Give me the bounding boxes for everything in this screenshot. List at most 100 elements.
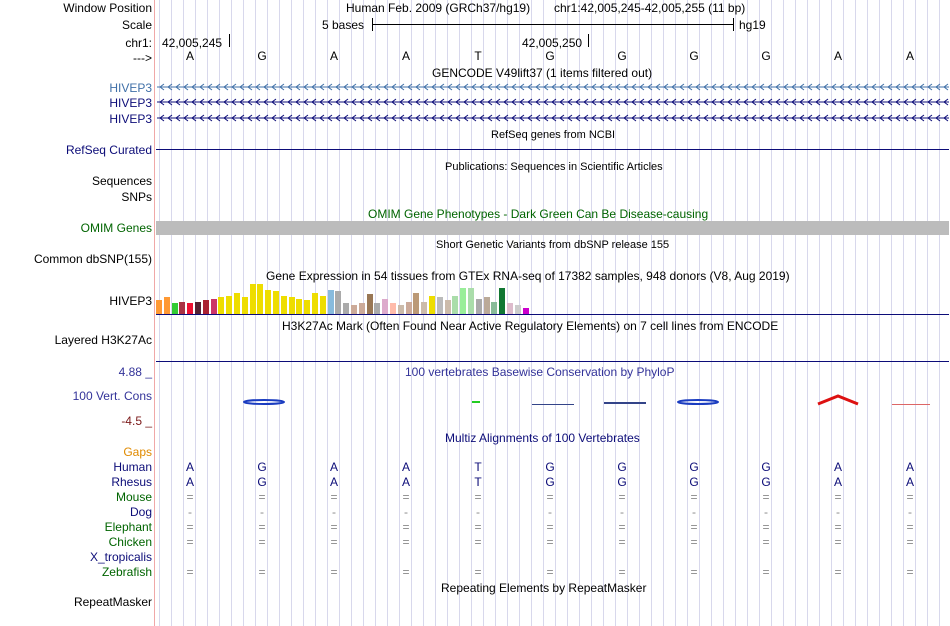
gtex-tissue-bar[interactable] — [366, 294, 373, 314]
phylop-graph[interactable] — [0, 392, 950, 410]
gtex-tissue-bar[interactable] — [163, 297, 170, 314]
gtex-tissue-bar[interactable] — [273, 291, 279, 314]
multiz-species-label[interactable]: Elephant — [104, 520, 152, 534]
gencode-item-3[interactable]: HIVEP3 — [109, 112, 152, 126]
gtex-tissue-bar[interactable] — [218, 297, 225, 314]
scale-label: Scale — [121, 18, 152, 32]
repeatmasker-label[interactable]: RepeatMasker — [73, 595, 152, 609]
base-letter: A — [329, 49, 338, 63]
base-letter: A — [905, 49, 914, 63]
guide-line — [783, 0, 784, 626]
gtex-tissue-bar[interactable] — [187, 303, 194, 314]
phylop-label[interactable]: 100 Vert. Cons — [72, 389, 152, 403]
gtex-tissue-bar[interactable] — [335, 291, 342, 314]
gtex-tissue-bar[interactable] — [312, 293, 318, 314]
gtex-tissue-bar[interactable] — [280, 296, 287, 314]
gtex-tissue-bar[interactable] — [234, 293, 240, 314]
gtex-tissue-bar[interactable] — [475, 299, 482, 314]
gtex-tissue-bar[interactable] — [468, 288, 474, 314]
gtex-tissue-bar[interactable] — [491, 302, 498, 314]
multiz-base: A — [833, 460, 842, 474]
gtex-tissue-bar[interactable] — [429, 296, 435, 314]
gtex-tissue-bar[interactable] — [257, 284, 264, 314]
gtex-tissue-bar[interactable] — [499, 288, 506, 314]
gencode-transcript-line[interactable] — [0, 114, 950, 122]
coord-mid: 42,005,250 — [522, 36, 583, 50]
gtex-tissue-bar[interactable] — [171, 303, 178, 314]
gtex-tissue-bar[interactable] — [405, 302, 412, 314]
gencode-transcript-line[interactable] — [0, 83, 950, 91]
multiz-base: = — [762, 520, 770, 534]
multiz-gaps-label[interactable]: Gaps — [123, 445, 152, 459]
gtex-tissue-bar[interactable] — [507, 303, 513, 314]
multiz-species-label[interactable]: Rhesus — [111, 475, 152, 489]
guide-line — [819, 0, 820, 626]
gtex-tissue-bar[interactable] — [452, 296, 459, 314]
multiz-base: = — [618, 490, 626, 504]
multiz-base: = — [690, 520, 698, 534]
gencode-transcript-line[interactable] — [0, 98, 950, 106]
multiz-species-label[interactable]: Dog — [129, 505, 152, 519]
dbsnp-label[interactable]: Common dbSNP(155) — [33, 252, 152, 266]
gtex-tissue-bar[interactable] — [226, 296, 233, 314]
multiz-base: = — [618, 565, 626, 579]
gtex-tissue-bar[interactable] — [351, 305, 357, 314]
guide-line — [651, 0, 652, 626]
gtex-tissue-bar[interactable] — [413, 293, 420, 314]
multiz-species-label[interactable]: Zebrafish — [101, 565, 152, 579]
multiz-base: = — [474, 535, 482, 549]
gtex-tissue-bar[interactable] — [304, 300, 311, 314]
omim-feature[interactable] — [156, 221, 949, 235]
gtex-tissue-bar[interactable] — [249, 284, 256, 314]
gtex-tissue-bar[interactable] — [522, 308, 529, 314]
gtex-tissue-bar[interactable] — [195, 302, 201, 314]
gtex-tissue-bar[interactable] — [374, 303, 381, 314]
refseq-label[interactable]: RefSeq Curated — [65, 143, 152, 157]
multiz-base: = — [690, 535, 698, 549]
multiz-base: A — [329, 475, 338, 489]
gtex-tissue-bar[interactable] — [421, 302, 428, 314]
multiz-species-label[interactable]: Human — [113, 460, 152, 474]
position-text: chr1:42,005,245-42,005,255 (11 bp) — [554, 1, 746, 15]
pubs-sequences-label[interactable]: Sequences — [91, 174, 152, 188]
gtex-tissue-bar[interactable] — [514, 305, 521, 314]
guide-line — [879, 0, 880, 626]
gencode-item-1[interactable]: HIVEP3 — [109, 81, 152, 95]
multiz-base: = — [402, 535, 410, 549]
gtex-tissue-bar[interactable] — [296, 299, 303, 314]
gencode-item-2[interactable]: HIVEP3 — [109, 96, 152, 110]
gtex-tissue-bar[interactable] — [265, 290, 272, 314]
gtex-tissue-bar[interactable] — [241, 297, 248, 314]
gtex-tissue-bar[interactable] — [358, 303, 365, 314]
gtex-tissue-bar[interactable] — [436, 297, 443, 314]
h3k27ac-label[interactable]: Layered H3K27Ac — [54, 333, 152, 347]
gtex-tissue-bar[interactable] — [156, 300, 162, 314]
omim-label[interactable]: OMIM Genes — [80, 221, 152, 235]
multiz-species-label[interactable]: Chicken — [108, 535, 152, 549]
refseq-line[interactable] — [156, 149, 949, 150]
gtex-tissue-bar[interactable] — [179, 302, 186, 314]
pubs-snps-label[interactable]: SNPs — [121, 190, 152, 204]
gtex-tissue-bar[interactable] — [444, 300, 451, 314]
multiz-base: = — [402, 565, 410, 579]
gtex-tissue-bar[interactable] — [483, 297, 490, 314]
gtex-tissue-bar[interactable] — [210, 299, 217, 314]
gtex-tissue-bar[interactable] — [397, 305, 404, 314]
gtex-tissue-bar[interactable] — [343, 303, 350, 314]
multiz-species-label[interactable]: Mouse — [115, 490, 152, 504]
gtex-tissue-bar[interactable] — [390, 303, 396, 314]
gtex-tissue-bar[interactable] — [202, 300, 209, 314]
gtex-tissue-bar[interactable] — [382, 299, 389, 314]
phylop-track-title: 100 vertebrates Basewise Conservation by… — [405, 365, 675, 379]
gtex-label[interactable]: HIVEP3 — [109, 294, 152, 308]
gtex-bar-chart[interactable] — [156, 284, 949, 314]
gtex-tissue-bar[interactable] — [319, 296, 326, 314]
gtex-tissue-bar[interactable] — [327, 290, 334, 314]
multiz-base: = — [402, 490, 410, 504]
gtex-tissue-bar[interactable] — [288, 297, 295, 314]
multiz-base: = — [474, 490, 482, 504]
multiz-base: = — [330, 565, 338, 579]
gtex-tissue-bar[interactable] — [460, 288, 467, 314]
multiz-species-label[interactable]: X_tropicalis — [89, 550, 152, 564]
